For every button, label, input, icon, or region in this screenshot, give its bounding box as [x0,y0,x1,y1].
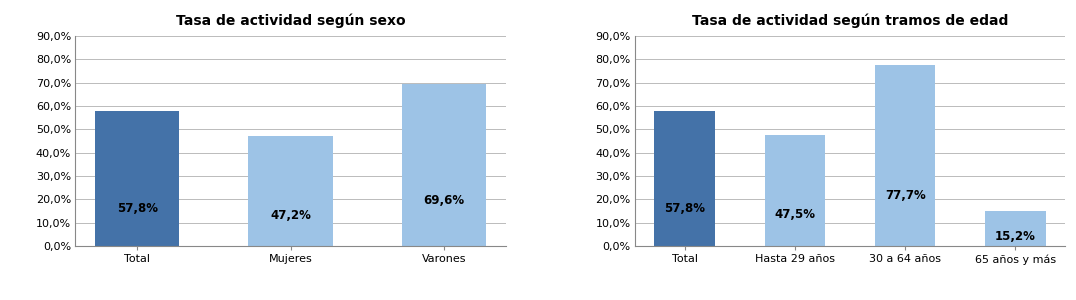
Title: Tasa de actividad según sexo: Tasa de actividad según sexo [175,14,406,28]
Bar [249,136,332,246]
Text: 57,8%: 57,8% [116,202,157,215]
Text: 47,5%: 47,5% [775,208,816,221]
Bar [95,111,180,246]
Text: 57,8%: 57,8% [664,202,705,215]
Text: 69,6%: 69,6% [423,194,465,207]
Bar [875,65,935,246]
Text: 77,7%: 77,7% [884,189,925,202]
Text: 47,2%: 47,2% [270,209,311,222]
Text: 15,2%: 15,2% [995,230,1036,243]
Title: Tasa de actividad según tramos de edad: Tasa de actividad según tramos de edad [692,14,1008,28]
Bar [765,135,825,246]
Bar [401,84,486,246]
Bar [654,111,716,246]
Bar [985,211,1046,246]
